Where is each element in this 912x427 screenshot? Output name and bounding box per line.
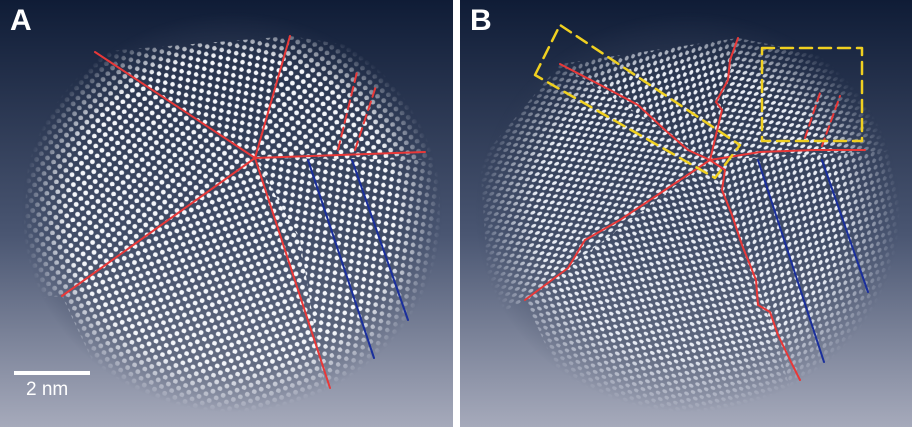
panel-a: A 2 nm bbox=[0, 0, 453, 427]
scale-bar-label: 2 nm bbox=[26, 379, 69, 400]
panel-b-label: B bbox=[470, 4, 492, 37]
boundary-lines bbox=[61, 35, 426, 389]
nanoparticle-lattice bbox=[476, 12, 900, 420]
highlight-region-right bbox=[760, 46, 864, 143]
panel-b: B bbox=[460, 0, 912, 427]
scale-bar bbox=[14, 371, 90, 375]
highlight-region-left bbox=[533, 23, 742, 180]
panel-b-micrograph bbox=[460, 0, 912, 427]
boundary-lines bbox=[524, 23, 869, 381]
nanoparticle-lattice bbox=[20, 12, 442, 420]
panel-a-micrograph bbox=[0, 0, 453, 427]
panel-a-label: A bbox=[10, 4, 32, 37]
